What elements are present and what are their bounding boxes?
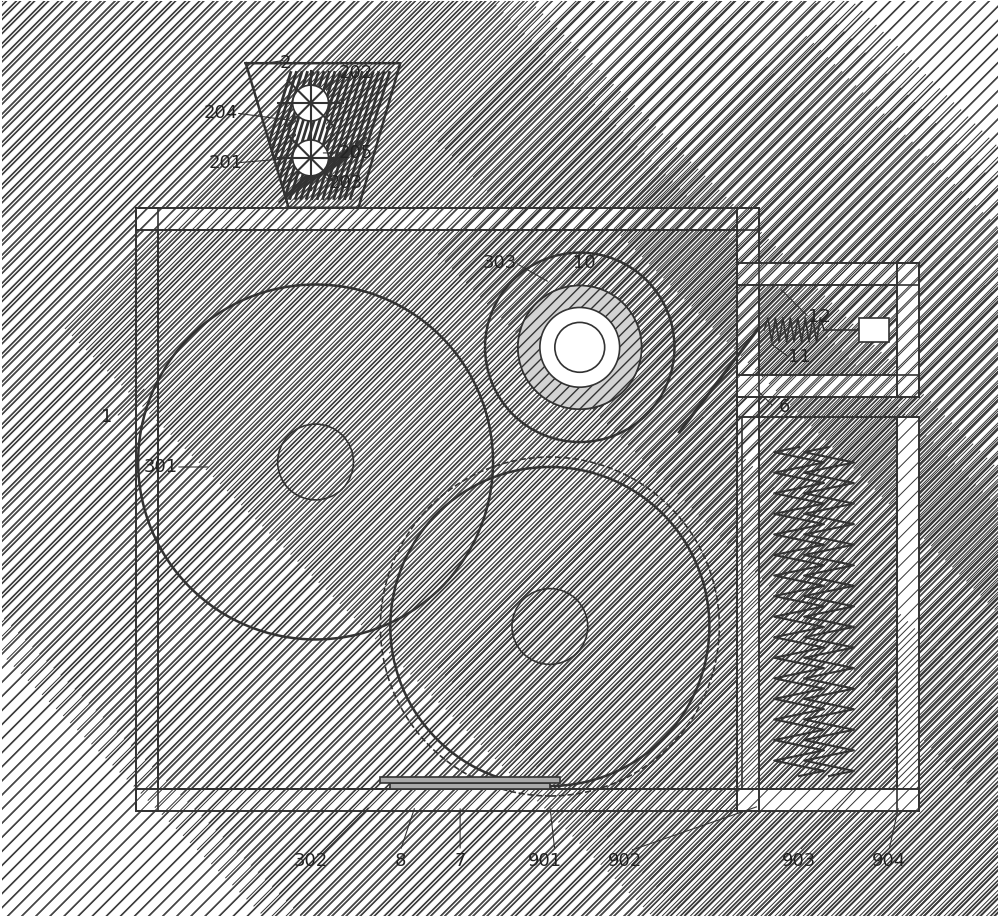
Circle shape: [293, 140, 329, 176]
Polygon shape: [737, 789, 919, 811]
Text: 204: 204: [204, 104, 238, 122]
Text: 902: 902: [607, 852, 642, 870]
Text: 903: 903: [782, 852, 816, 870]
Bar: [296, 88, 326, 173]
Bar: [742, 417, 897, 789]
Text: 303: 303: [483, 254, 517, 271]
Text: 205: 205: [338, 144, 373, 162]
Polygon shape: [897, 417, 919, 811]
Bar: [390, 783, 550, 789]
Text: 8: 8: [395, 852, 406, 870]
Circle shape: [293, 85, 329, 121]
Text: 203: 203: [328, 174, 363, 192]
Polygon shape: [737, 262, 919, 284]
Polygon shape: [136, 208, 158, 811]
Circle shape: [518, 285, 642, 409]
Text: 301: 301: [144, 458, 178, 476]
Text: 12: 12: [808, 308, 830, 326]
Polygon shape: [136, 789, 759, 811]
Text: 904: 904: [872, 852, 906, 870]
Polygon shape: [737, 375, 919, 397]
Text: 7: 7: [454, 852, 466, 870]
Text: 201: 201: [209, 154, 243, 171]
Bar: [158, 229, 737, 789]
Wedge shape: [518, 285, 642, 409]
Polygon shape: [136, 208, 759, 229]
Text: 202: 202: [338, 64, 373, 83]
Text: 2: 2: [280, 54, 291, 72]
Text: 1: 1: [101, 408, 112, 426]
Bar: [859, 318, 889, 342]
Text: 10: 10: [573, 254, 596, 271]
Polygon shape: [737, 208, 759, 811]
Polygon shape: [897, 262, 919, 397]
Text: 6: 6: [778, 398, 790, 416]
Text: 302: 302: [293, 852, 328, 870]
Text: 901: 901: [528, 852, 562, 870]
Text: 11: 11: [788, 348, 810, 366]
Circle shape: [555, 323, 605, 372]
Bar: [380, 777, 560, 783]
